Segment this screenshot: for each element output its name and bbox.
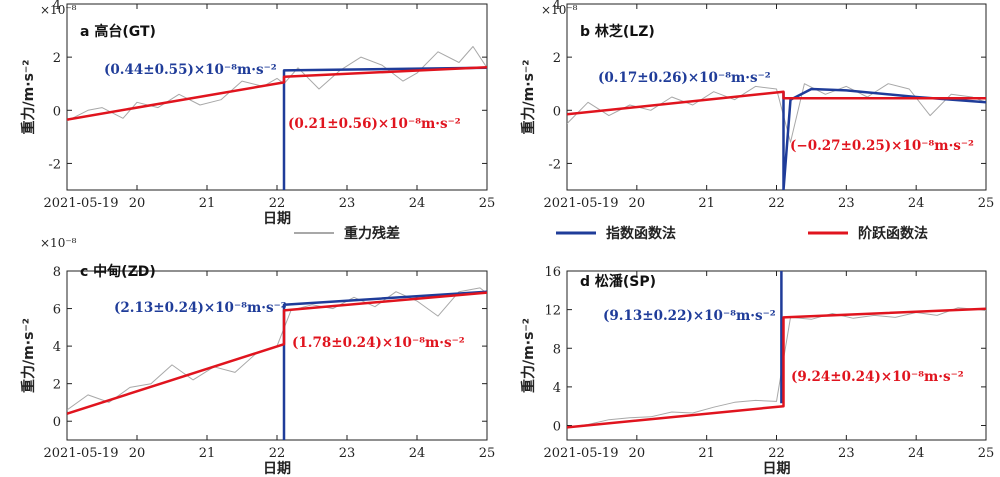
y-axis-label: 重力/m·s⁻² bbox=[20, 60, 37, 135]
y-tick-label: 16 bbox=[544, 265, 561, 280]
y-tick-label: 8 bbox=[553, 342, 561, 357]
plot-area bbox=[567, 83, 986, 190]
y-axis-label: 重力/m·s⁻² bbox=[520, 60, 537, 135]
series-step-line bbox=[567, 307, 986, 429]
y-tick-label: -2 bbox=[548, 157, 561, 172]
x-tick-label: 25 bbox=[978, 446, 995, 461]
x-tick-label: 20 bbox=[129, 446, 146, 461]
x-axis-label: 日期 bbox=[763, 461, 791, 477]
panel-label: c 中甸(ZD) bbox=[80, 263, 156, 280]
y-tick-label: 0 bbox=[553, 420, 561, 435]
step-annotation: (9.24±0.24)×10⁻⁸m·s⁻² bbox=[791, 369, 964, 385]
y-multiplier: ×10⁻⁸ bbox=[541, 3, 578, 17]
x-tick-label: 25 bbox=[479, 196, 496, 211]
plot-area bbox=[567, 271, 986, 429]
x-tick-label: 25 bbox=[978, 196, 995, 211]
x-tick-label: 22 bbox=[269, 446, 286, 461]
x-tick-label: 22 bbox=[768, 446, 785, 461]
series-exponential-line bbox=[282, 66, 487, 190]
x-tick-label: 20 bbox=[629, 446, 646, 461]
x-tick-label: 20 bbox=[129, 196, 146, 211]
y-tick-label: 2 bbox=[53, 378, 61, 393]
y-tick-label: 0 bbox=[53, 415, 61, 430]
y-multiplier: ×10⁻⁸ bbox=[40, 236, 77, 250]
y-axis-label: 重力/m·s⁻² bbox=[520, 318, 537, 393]
x-tick-label: 21 bbox=[698, 196, 715, 211]
x-tick-label: 20 bbox=[629, 196, 646, 211]
y-tick-label: 4 bbox=[553, 381, 561, 396]
panel-label: a 高台(GT) bbox=[80, 23, 156, 40]
step-annotation: (9.13±0.22)×10⁻⁸m·s⁻² bbox=[603, 308, 776, 324]
step-annotation: (0.44±0.55)×10⁻⁸m·s⁻² bbox=[104, 62, 277, 78]
x-tick-label: 25 bbox=[479, 446, 496, 461]
x-tick-label: 21 bbox=[199, 446, 216, 461]
y-axis-label: 重力/m·s⁻² bbox=[20, 318, 37, 393]
y-tick-label: 12 bbox=[544, 304, 561, 319]
x-tick-label: 2021-05-19 bbox=[544, 196, 619, 211]
y-tick-label: 4 bbox=[53, 0, 61, 13]
series-step-line bbox=[67, 65, 487, 121]
series-exponential-line bbox=[282, 290, 487, 440]
y-tick-label: 0 bbox=[553, 104, 561, 119]
panel-label: d 松潘(SP) bbox=[580, 273, 656, 290]
x-tick-label: 24 bbox=[409, 446, 426, 461]
step-annotation: (0.21±0.56)×10⁻⁸m·s⁻² bbox=[288, 116, 461, 132]
x-tick-label: 24 bbox=[908, 196, 925, 211]
panel-label: b 林芝(LZ) bbox=[580, 23, 655, 40]
x-tick-label: 22 bbox=[269, 196, 286, 211]
x-tick-label: 23 bbox=[339, 446, 356, 461]
x-tick-label: 2021-05-19 bbox=[544, 446, 619, 461]
plot-area bbox=[67, 46, 487, 190]
y-tick-label: 8 bbox=[53, 265, 61, 280]
x-tick-label: 24 bbox=[409, 196, 426, 211]
x-tick-label: 23 bbox=[838, 196, 855, 211]
legend-label: 重力残差 bbox=[344, 225, 400, 242]
x-tick-label: 23 bbox=[838, 446, 855, 461]
step-annotation: (−0.27±0.25)×10⁻⁸m·s⁻² bbox=[790, 138, 974, 154]
plot-frame bbox=[566, 270, 987, 441]
x-tick-label: 2021-05-19 bbox=[44, 196, 119, 211]
legend-label: 指数函数法 bbox=[606, 225, 676, 242]
series-exponential-line bbox=[782, 87, 986, 190]
x-tick-label: 23 bbox=[339, 196, 356, 211]
step-annotation: (0.17±0.26)×10⁻⁸m·s⁻² bbox=[598, 70, 771, 86]
y-tick-label: 2 bbox=[53, 51, 61, 66]
x-axis-label: 日期 bbox=[263, 211, 291, 227]
y-tick-label: -2 bbox=[48, 157, 61, 172]
series-step-line bbox=[567, 90, 986, 116]
legend: 重力残差 指数函数法 阶跃函数法 bbox=[294, 225, 928, 242]
x-axis-label: 日期 bbox=[263, 461, 291, 477]
y-tick-label: 2 bbox=[553, 51, 561, 66]
y-tick-label: 4 bbox=[553, 0, 561, 13]
x-tick-label: 21 bbox=[698, 446, 715, 461]
step-annotation: (2.13±0.24)×10⁻⁸m·s⁻² bbox=[114, 300, 287, 316]
step-annotation: (1.78±0.24)×10⁻⁸m·s⁻² bbox=[292, 335, 465, 351]
x-tick-label: 21 bbox=[199, 196, 216, 211]
plot-area bbox=[67, 287, 487, 440]
x-tick-label: 24 bbox=[908, 446, 925, 461]
y-tick-label: 6 bbox=[53, 303, 61, 318]
series-gravity-residual-line bbox=[567, 307, 986, 428]
series-step-line bbox=[67, 291, 487, 415]
x-tick-label: 22 bbox=[768, 196, 785, 211]
legend-label: 阶跃函数法 bbox=[858, 225, 928, 242]
y-multiplier: ×10⁻⁸ bbox=[40, 3, 77, 17]
panel-d-songpan: 0 4 8 12 16 2021-05-19 20 21 22 23 24 25 重力/m·s⁻² 日期 d… bbox=[520, 265, 994, 477]
y-tick-label: 4 bbox=[53, 340, 61, 355]
x-tick-label: 2021-05-19 bbox=[44, 446, 119, 461]
y-tick-label: 0 bbox=[53, 104, 61, 119]
